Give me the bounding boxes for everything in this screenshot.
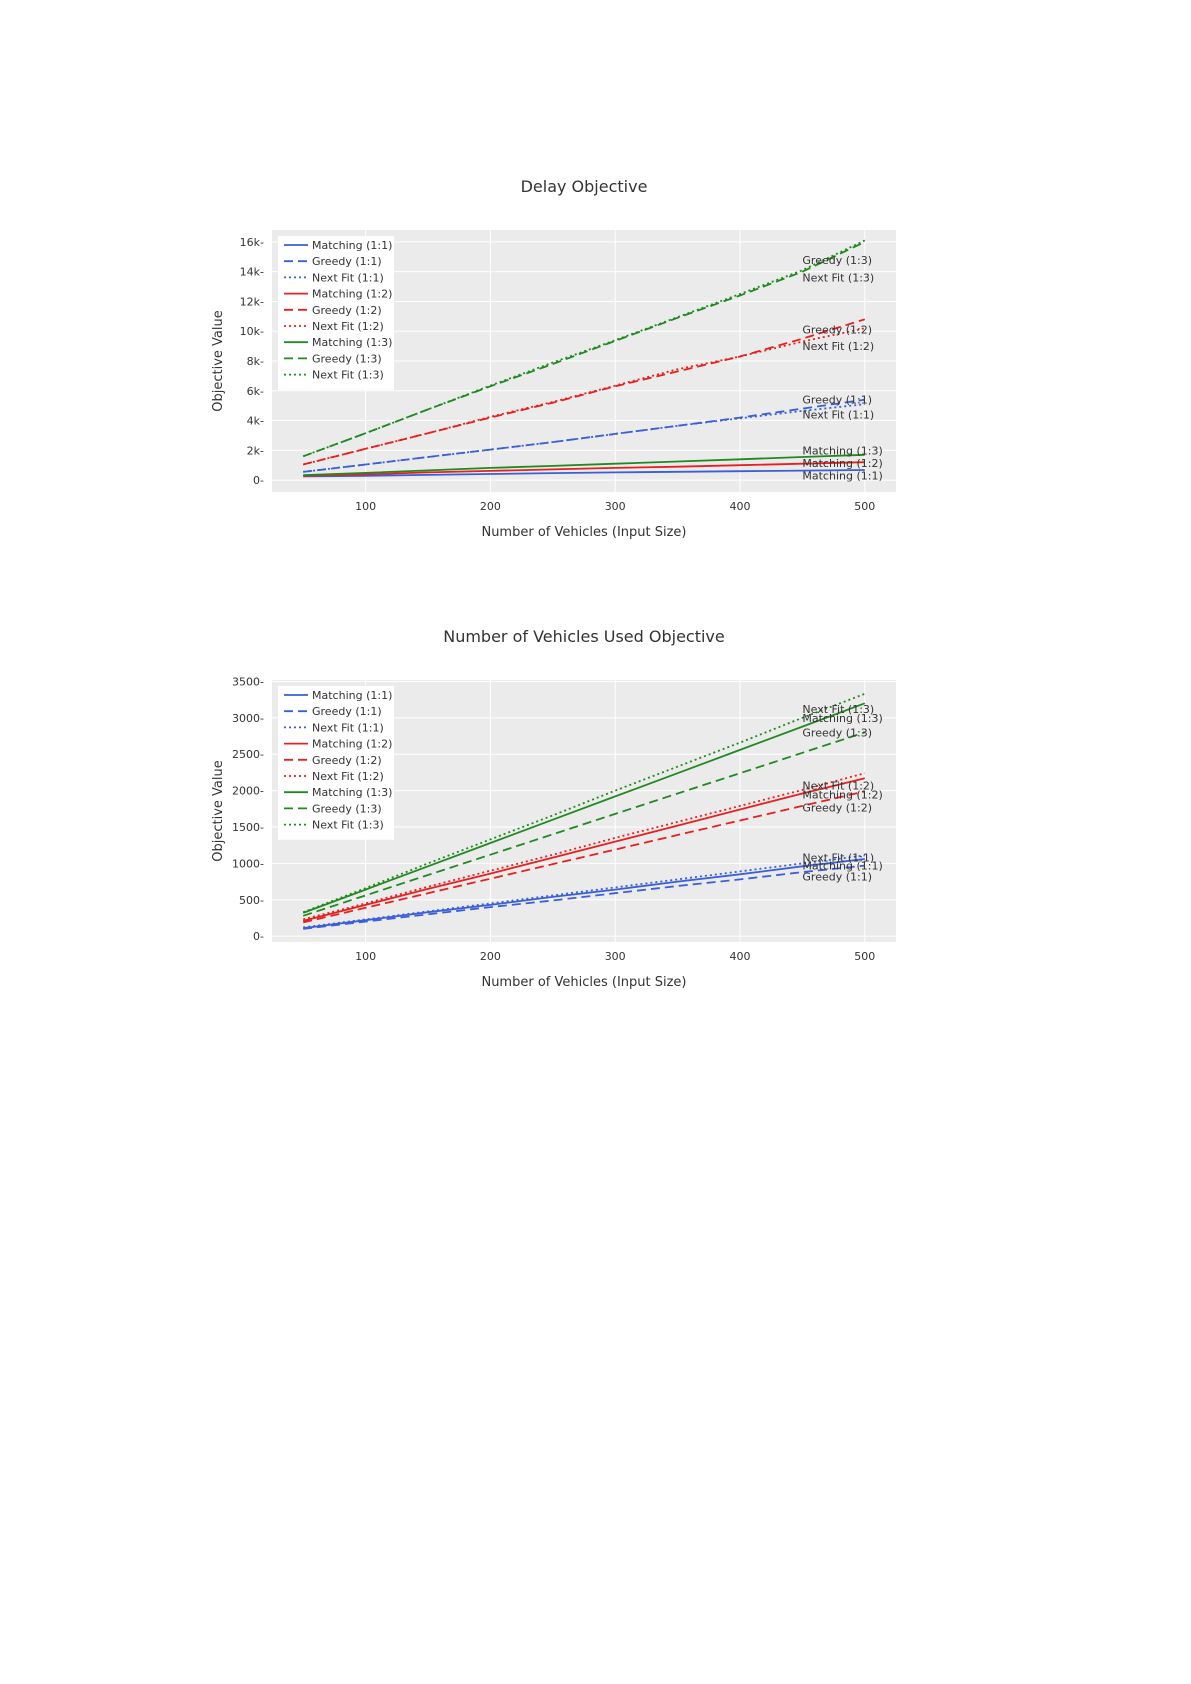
x-axis-label: Number of Vehicles (Input Size) [481, 525, 686, 540]
y-tick-label: 10k- [240, 325, 264, 338]
legend-box [278, 686, 394, 840]
y-tick-label: 4k- [247, 415, 264, 428]
series-annotation: Next Fit (1:1) [802, 409, 874, 422]
x-tick-label: 200 [480, 500, 501, 513]
legend-entry: Matching (1:3) [312, 336, 392, 349]
series-line-matching-1-2 [302, 777, 866, 922]
series-line-next-fit-1-3 [302, 692, 866, 914]
legend-entry: Next Fit (1:3) [312, 819, 384, 832]
chart-svg: Delay Objective 100 200 300 400 500 0- 2k- 4k- 6k… [211, 177, 896, 540]
legend-entry: Next Fit (1:2) [312, 770, 384, 783]
legend-entry: Matching (1:2) [312, 288, 392, 301]
x-tick-label: 100 [355, 950, 376, 963]
y-tick-label: 8k- [247, 355, 264, 368]
x-tick-label: 200 [480, 950, 501, 963]
series-annotation: Next Fit (1:2) [802, 780, 874, 793]
y-tick-label: 500- [239, 894, 264, 907]
series-annotation: Matching (1:1) [802, 860, 882, 873]
series-line-greedy-1-2 [302, 790, 866, 924]
legend-entry: Greedy (1:3) [312, 802, 382, 815]
legend: Matching (1:1) Greedy (1:1) Next Fit (1:1)… [278, 686, 394, 840]
series-line-next-fit-1-1 [303, 854, 865, 929]
x-tick-label: 300 [605, 950, 626, 963]
series-line-matching-1-1 [303, 858, 865, 930]
legend: Matching (1:1) Greedy (1:1) Next Fit (1:1)… [278, 236, 394, 390]
chart-title: Number of Vehicles Used Objective [443, 630, 725, 646]
legend-entry: Matching (1:2) [312, 738, 392, 751]
legend-entry: Matching (1:1) [312, 689, 392, 702]
x-tick-label: 300 [605, 500, 626, 513]
series-annotation: Next Fit (1:2) [802, 340, 874, 353]
series-annotation: Matching (1:2) [802, 788, 882, 801]
legend-entry: Next Fit (1:1) [312, 271, 384, 284]
series-line-next-fit-1-2 [302, 327, 865, 466]
y-tick-label: 12k- [240, 295, 264, 308]
chart-title: Delay Objective [521, 180, 648, 196]
x-tick-label: 100 [355, 500, 376, 513]
series-line-greedy-1-3 [302, 731, 866, 917]
vehicles-used-objective-chart: Number of Vehicles Used Objective 100 200 3… [0, 627, 1191, 1070]
legend-entry: Greedy (1:3) [312, 352, 382, 365]
y-tick-label: 1000- [232, 857, 264, 870]
series-annotation: Greedy (1:2) [802, 801, 872, 814]
legend-entry: Matching (1:1) [312, 239, 392, 252]
series-annotation: Next Fit (1:3) [802, 272, 874, 285]
x-axis-label: Number of Vehicles (Input Size) [481, 975, 686, 990]
legend-entry: Next Fit (1:2) [312, 320, 384, 333]
series-line-greedy-1-3 [302, 241, 866, 458]
series-annotation: Matching (1:1) [802, 470, 882, 483]
x-tick-label: 500 [854, 950, 875, 963]
chart-svg: Number of Vehicles Used Objective 100 200 3… [211, 627, 896, 990]
y-tick-label: 14k- [240, 266, 264, 279]
y-tick-label: 1500- [232, 821, 264, 834]
legend-entry: Greedy (1:1) [312, 705, 382, 718]
x-tick-label: 400 [730, 950, 751, 963]
y-tick-label: 6k- [247, 385, 264, 398]
y-tick-label: 2k- [247, 444, 264, 457]
series-line-greedy-1-2 [302, 318, 866, 466]
y-tick-label: 2500- [232, 748, 264, 761]
series-annotation: Matching (1:2) [802, 457, 882, 470]
y-tick-label: 0- [253, 930, 264, 943]
x-tick-label: 500 [854, 500, 875, 513]
series-annotation: Matching (1:3) [802, 444, 882, 457]
series-line-matching-1-3 [302, 702, 866, 914]
delay-objective-chart: Delay Objective 100 200 300 400 500 0- 2k- 4k- 6k… [0, 177, 1191, 620]
legend-entry: Greedy (1:2) [312, 754, 382, 767]
y-tick-label: 0- [253, 474, 264, 487]
series-annotation: Greedy (1:1) [802, 394, 872, 407]
legend-entry: Greedy (1:2) [312, 304, 382, 317]
legend-entry: Next Fit (1:3) [312, 369, 384, 382]
y-tick-label: 16k- [240, 236, 264, 249]
series-line-greedy-1-1 [303, 864, 865, 930]
y-tick-label: 2000- [232, 785, 264, 798]
series-annotation: Next Fit (1:1) [802, 852, 874, 865]
series-line-matching-1-3 [303, 453, 865, 477]
series-line-greedy-1-1 [303, 398, 865, 473]
legend-entry: Greedy (1:1) [312, 255, 382, 268]
legend-entry: Next Fit (1:1) [312, 721, 384, 734]
series-annotation: Greedy (1:2) [802, 324, 872, 337]
series-annotation: Next Fit (1:3) [802, 703, 874, 716]
y-axis-label: Objective Value [211, 310, 226, 411]
y-tick-label: 3000- [232, 712, 264, 725]
legend-entry: Matching (1:3) [312, 786, 392, 799]
series-annotation: Matching (1:3) [802, 712, 882, 725]
series-annotation: Greedy (1:1) [802, 871, 872, 884]
legend-box [278, 236, 394, 390]
series-line-matching-1-1 [303, 469, 865, 478]
series-line-matching-1-2 [303, 461, 865, 477]
x-tick-label: 400 [730, 500, 751, 513]
y-tick-label: 3500- [232, 675, 264, 688]
series-line-next-fit-1-2 [302, 772, 866, 921]
series-annotation: Greedy (1:3) [802, 726, 872, 739]
series-annotation: Greedy (1:3) [802, 254, 872, 267]
series-line-next-fit-1-1 [303, 403, 865, 473]
y-axis-label: Objective Value [211, 760, 226, 861]
